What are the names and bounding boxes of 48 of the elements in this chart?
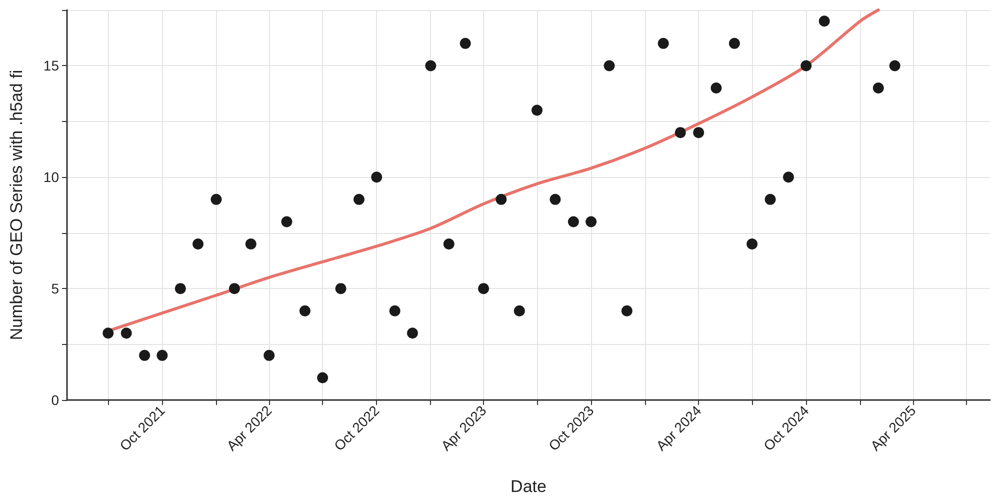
point — [264, 350, 275, 361]
x-axis-title: Date — [510, 477, 546, 496]
point — [621, 305, 632, 316]
point — [156, 350, 168, 361]
y-axis-title: Number of GEO Series with .h5ad fi — [7, 70, 26, 340]
point — [425, 60, 436, 72]
point — [889, 60, 900, 72]
point — [746, 238, 758, 250]
point — [568, 216, 579, 228]
point — [228, 283, 240, 294]
point — [389, 305, 400, 316]
point — [245, 238, 256, 250]
point — [406, 328, 418, 339]
point — [872, 82, 884, 94]
point — [496, 194, 507, 205]
y-tick-label: 5 — [51, 280, 60, 297]
point — [586, 216, 597, 228]
point — [674, 127, 686, 138]
point — [354, 194, 364, 205]
point — [710, 82, 722, 94]
point — [604, 60, 615, 72]
point — [120, 328, 132, 339]
point — [335, 283, 346, 294]
point — [532, 104, 543, 116]
point — [460, 38, 471, 49]
point — [317, 372, 328, 384]
y-tick-label: 10 — [43, 169, 60, 186]
point — [210, 194, 222, 205]
point — [658, 38, 669, 49]
y-tick-label: 15 — [43, 58, 60, 74]
point — [550, 194, 561, 205]
point — [800, 60, 812, 72]
point — [443, 238, 454, 250]
point — [299, 305, 310, 316]
point — [174, 283, 186, 294]
point — [514, 305, 525, 316]
point — [693, 127, 704, 138]
point — [478, 283, 490, 294]
point — [764, 194, 776, 205]
point — [281, 216, 292, 228]
point — [818, 16, 830, 27]
point — [139, 350, 150, 361]
y-tick-label: 0 — [51, 392, 60, 408]
point — [192, 238, 204, 250]
point — [728, 38, 740, 49]
point — [102, 328, 114, 339]
point — [782, 172, 794, 183]
point — [371, 172, 382, 183]
